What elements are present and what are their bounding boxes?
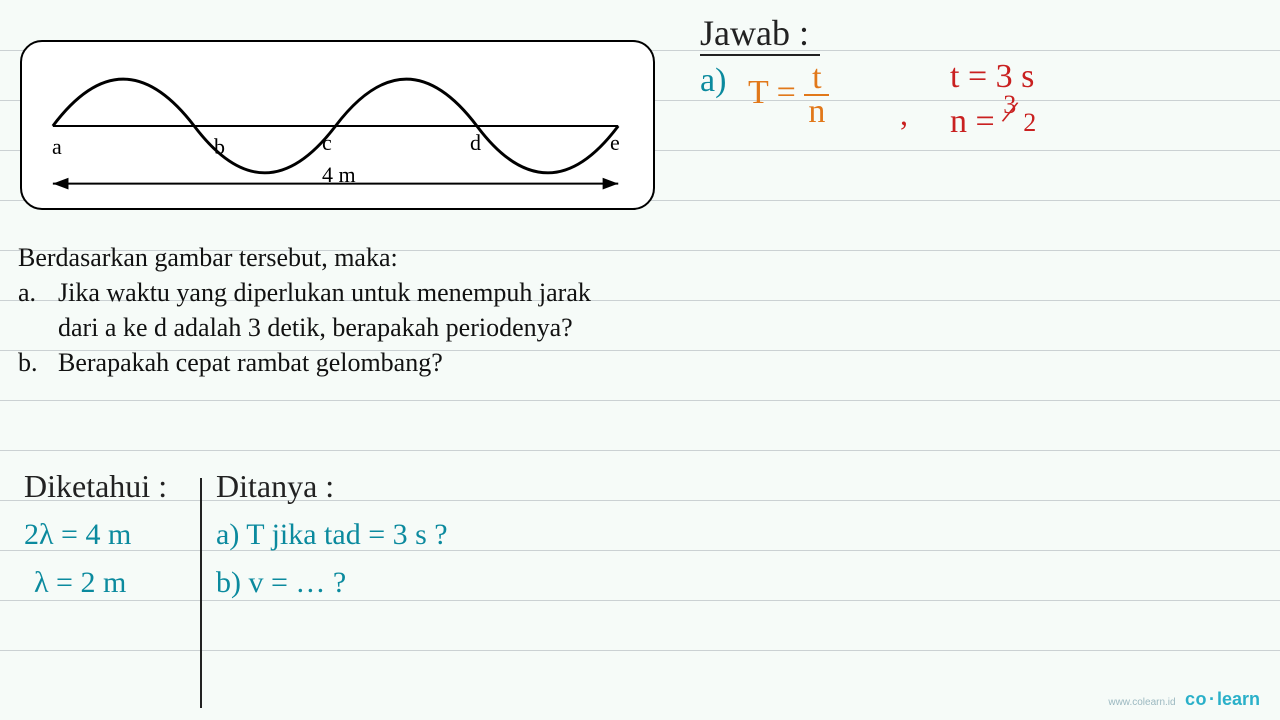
brand-dot-icon: · bbox=[1207, 689, 1217, 709]
vertical-divider bbox=[200, 478, 202, 708]
ditanya-b-text: v = … ? bbox=[249, 566, 347, 599]
jawab-comma: , bbox=[900, 96, 908, 133]
node-label-a: a bbox=[52, 134, 62, 160]
question-a-line1: Jika waktu yang diperlukan untuk menempu… bbox=[18, 275, 658, 310]
jawab-a-marker: a) bbox=[700, 62, 726, 100]
brand-co: co bbox=[1185, 689, 1207, 709]
diketahui-line1: 2λ = 4 m bbox=[24, 518, 131, 552]
given-n-lhs: n = bbox=[950, 103, 995, 140]
node-label-c: c bbox=[322, 130, 332, 156]
wave-diagram: a b c d e 4 m bbox=[20, 40, 655, 210]
ditanya-a-marker: a) bbox=[216, 518, 239, 551]
page-root: a b c d e 4 m Berdasarkan gambar tersebu… bbox=[0, 0, 1280, 720]
ditanya-b: b) v = … ? bbox=[216, 566, 346, 600]
question-b-text: Berapakah cepat rambat gelombang? bbox=[18, 345, 658, 380]
formula-lhs: T bbox=[748, 74, 768, 111]
given-n-den: 2 bbox=[1023, 108, 1036, 138]
ditanya-a: a) T jika tad = 3 s ? bbox=[216, 518, 448, 552]
jawab-heading: Jawab : bbox=[700, 12, 809, 54]
ditanya-heading: Ditanya : bbox=[216, 468, 334, 505]
jawab-underline bbox=[700, 54, 820, 56]
brand-footer: www.colearn.id co·learn bbox=[1108, 689, 1260, 710]
node-label-d: d bbox=[470, 130, 481, 156]
question-a-line2: dari a ke d adalah 3 detik, berapakah pe… bbox=[18, 310, 658, 345]
brand-learn: learn bbox=[1217, 689, 1260, 709]
diketahui-heading: Diketahui : bbox=[24, 468, 167, 505]
ditanya-a-text: T jika tad = 3 s ? bbox=[246, 518, 447, 551]
jawab-formula: T = t n bbox=[748, 62, 829, 129]
given-n: n = 3 / 2 bbox=[950, 102, 1045, 141]
node-label-b: b bbox=[214, 134, 225, 160]
question-a-marker: a. bbox=[18, 275, 36, 310]
diketahui-line2: λ = 2 m bbox=[34, 566, 126, 600]
formula-fraction: t n bbox=[804, 62, 829, 129]
node-label-e: e bbox=[610, 130, 620, 156]
formula-denominator: n bbox=[804, 96, 829, 128]
given-t: t = 3 s bbox=[950, 58, 1034, 96]
given-n-fraction: 3 / 2 bbox=[1003, 102, 1045, 136]
ditanya-b-marker: b) bbox=[216, 566, 241, 599]
question-intro: Berdasarkan gambar tersebut, maka: bbox=[18, 240, 658, 275]
question-block: Berdasarkan gambar tersebut, maka: a. Ji… bbox=[18, 240, 658, 380]
formula-numerator: t bbox=[804, 62, 829, 96]
dimension-label: 4 m bbox=[322, 162, 356, 188]
question-b-marker: b. bbox=[18, 345, 38, 380]
brand-url: www.colearn.id bbox=[1108, 697, 1181, 708]
formula-eq: = bbox=[777, 74, 796, 111]
